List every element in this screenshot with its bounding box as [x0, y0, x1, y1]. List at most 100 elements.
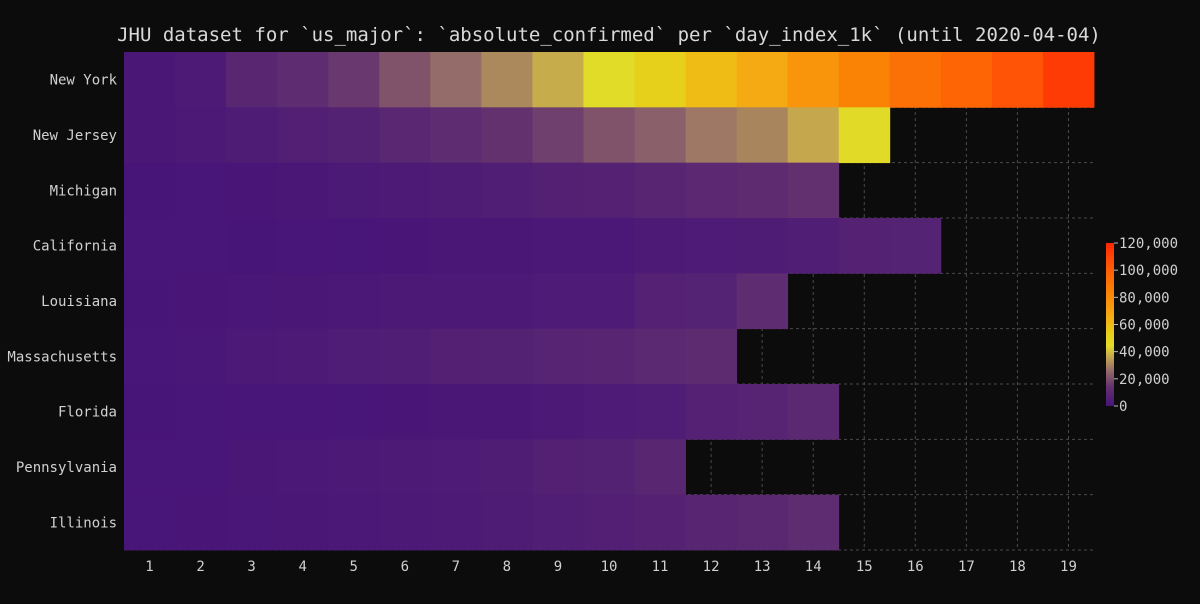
heatmap-cell	[481, 52, 533, 108]
heatmap-cell	[787, 52, 840, 108]
x-tick-label: 18	[1009, 559, 1026, 575]
y-tick-label: Pennsylvania	[16, 460, 117, 476]
heatmap-cell	[328, 162, 380, 219]
heatmap-cell	[838, 218, 891, 274]
heatmap-cell	[226, 218, 278, 274]
heatmap-cell	[226, 162, 278, 219]
heatmap-cell	[175, 328, 227, 385]
heatmap-cell	[430, 384, 482, 440]
heatmap-cell	[634, 273, 686, 330]
heatmap-cell	[838, 107, 891, 164]
heatmap-cell	[124, 162, 176, 219]
heatmap-cell	[226, 328, 278, 385]
heatmap-cell	[481, 384, 533, 440]
heatmap-cell	[634, 162, 686, 219]
heatmap-cell	[124, 218, 176, 274]
heatmap-cell	[175, 218, 227, 274]
heatmap-cell	[124, 439, 176, 496]
heatmap-cell	[634, 439, 686, 496]
heatmap-cell	[940, 52, 993, 108]
x-tick-label: 7	[452, 559, 460, 575]
x-tick-label: 14	[805, 559, 822, 575]
heatmap-cell	[787, 107, 840, 164]
heatmap-cell	[634, 107, 686, 164]
heatmap-cell	[226, 52, 278, 108]
x-tick-label: 9	[554, 559, 562, 575]
heatmap-cell	[736, 162, 789, 219]
heatmap-cell	[1042, 52, 1095, 108]
heatmap-cell	[736, 273, 789, 330]
heatmap-cell	[328, 494, 380, 551]
heatmap-cell	[430, 162, 482, 219]
heatmap-cell	[328, 273, 380, 330]
heatmap-cell	[430, 107, 482, 164]
heatmap-cell	[583, 328, 635, 385]
y-tick-label: Louisiana	[41, 294, 117, 310]
heatmap-cell	[634, 52, 686, 108]
y-tick-label: New York	[50, 73, 118, 89]
heatmap-cells	[124, 52, 1095, 551]
heatmap-cell	[226, 273, 278, 330]
y-tick-label: Illinois	[50, 515, 117, 531]
heatmap-cell	[277, 494, 329, 551]
heatmap-cell	[175, 52, 227, 108]
heatmap-cell	[685, 494, 738, 551]
heatmap-cell	[736, 52, 789, 108]
x-tick-label: 17	[958, 559, 975, 575]
heatmap-cell	[736, 218, 789, 274]
heatmap-cell	[175, 107, 227, 164]
colorbar-tick-label: 60,000	[1119, 318, 1170, 334]
colorbar-tick-label: 120,000	[1119, 236, 1178, 252]
heatmap-cell	[736, 384, 789, 440]
x-tick-label: 5	[350, 559, 358, 575]
heatmap-cell	[889, 52, 942, 108]
heatmap-cell	[379, 107, 431, 164]
heatmap-cell	[226, 107, 278, 164]
heatmap-cell	[889, 218, 942, 274]
heatmap-cell	[328, 107, 380, 164]
x-tick-label: 10	[601, 559, 618, 575]
x-tick-label: 1	[145, 559, 153, 575]
heatmap-cell	[124, 494, 176, 551]
heatmap-cell	[583, 52, 635, 108]
heatmap-cell	[787, 494, 840, 551]
heatmap-cell	[685, 218, 738, 274]
heatmap-cell	[532, 52, 584, 108]
heatmap-cell	[124, 328, 176, 385]
heatmap-cell	[226, 384, 278, 440]
heatmap-cell	[481, 273, 533, 330]
x-tick-label: 15	[856, 559, 873, 575]
x-tick-label: 13	[754, 559, 771, 575]
heatmap-cell	[634, 218, 686, 274]
heatmap-cell	[175, 494, 227, 551]
heatmap-cell	[481, 107, 533, 164]
heatmap-cell	[379, 328, 431, 385]
heatmap-cell	[481, 218, 533, 274]
heatmap-cell	[175, 384, 227, 440]
heatmap-cell	[328, 218, 380, 274]
heatmap-cell	[685, 52, 738, 108]
x-tick-label: 6	[401, 559, 409, 575]
colorbar	[1106, 243, 1114, 406]
heatmap-cell	[685, 107, 738, 164]
heatmap-cell	[277, 439, 329, 496]
heatmap-cell	[736, 494, 789, 551]
heatmap-cell	[277, 273, 329, 330]
heatmap-cell	[277, 52, 329, 108]
heatmap-cell	[277, 384, 329, 440]
heatmap-cell	[532, 494, 584, 551]
heatmap-cell	[328, 384, 380, 440]
colorbar-tick-label: 80,000	[1119, 290, 1170, 306]
heatmap-cell	[685, 273, 738, 330]
heatmap-cell	[532, 162, 584, 219]
heatmap-cell	[226, 439, 278, 496]
heatmap-cell	[787, 162, 840, 219]
y-tick-label: Florida	[58, 405, 117, 421]
heatmap-cell	[379, 218, 431, 274]
heatmap-cell	[736, 107, 789, 164]
heatmap-cell	[124, 273, 176, 330]
heatmap-cell	[685, 162, 738, 219]
heatmap-cell	[583, 384, 635, 440]
